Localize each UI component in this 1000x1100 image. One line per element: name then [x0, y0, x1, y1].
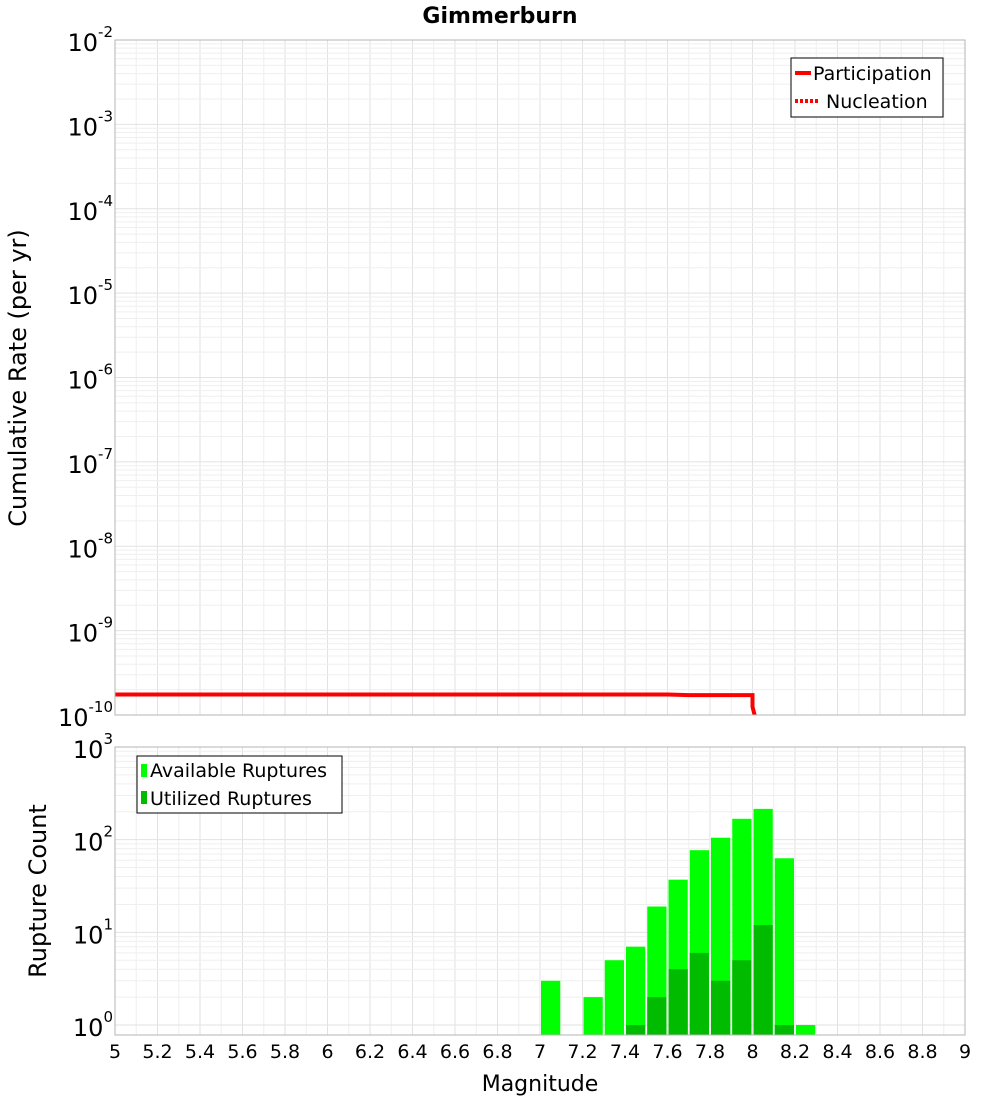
rate-y-tick-label: 10-7 [67, 445, 113, 479]
rate-y-tick-labels: 10-2 10-3 10-4 10-5 10-6 10-7 10-8 10-9 10-10 [58, 23, 113, 732]
rate-y-axis-label: Cumulative Rate (per yr) [4, 229, 32, 527]
legend-utilized-label: Utilized Ruptures [150, 788, 312, 810]
utilized-rupture-bar [732, 960, 752, 1035]
count-panel-grid [114, 747, 966, 1035]
x-tick-label: 7.4 [610, 1041, 640, 1063]
available-rupture-bar [626, 946, 646, 1035]
x-tick-label: 8 [746, 1041, 758, 1063]
utilized-rupture-bar [647, 997, 667, 1035]
available-rupture-bar [541, 980, 561, 1035]
x-tick-labels: 5 5.2 5.4 5.6 5.8 6 6.2 6.4 6.6 6.8 7 7.2 7.4 7.6 7.8 8… [109, 1041, 971, 1063]
x-tick-label: 5.2 [142, 1041, 172, 1063]
x-tick-label: 5.4 [185, 1041, 215, 1063]
rate-panel-grid [114, 40, 966, 716]
x-tick-label: 6.8 [482, 1041, 512, 1063]
count-y-tick-labels: 100 101 102 103 [73, 730, 113, 1042]
x-tick-label: 8.4 [822, 1041, 852, 1063]
legend-utilized-swatch [141, 791, 147, 804]
rate-y-tick-label: 10-9 [67, 614, 113, 648]
utilized-rupture-bar [668, 969, 688, 1035]
count-y-tick-label: 100 [73, 1008, 113, 1042]
legend-nucleation-label: Nucleation [826, 91, 928, 113]
utilized-rupture-bar [711, 980, 731, 1035]
rate-y-tick-label: 10-5 [67, 276, 113, 310]
available-rupture-bar [796, 1025, 816, 1035]
utilized-rupture-bar [774, 1025, 794, 1035]
x-axis-label: Magnitude [482, 1072, 599, 1097]
rate-y-tick-label: 10-6 [67, 361, 113, 395]
utilized-rupture-bar [689, 952, 709, 1035]
x-tick-label: 6.4 [397, 1041, 427, 1063]
x-tick-label: 5.6 [227, 1041, 257, 1063]
x-tick-label: 9 [959, 1041, 971, 1063]
rate-legend-box [790, 57, 944, 118]
count-y-axis-label: Rupture Count [24, 804, 52, 978]
utilized-rupture-bar [753, 924, 773, 1035]
rate-y-tick-label: 10-8 [67, 529, 113, 563]
available-rupture-bar [774, 858, 794, 1035]
x-tick-label: 7.6 [652, 1041, 682, 1063]
rate-y-tick-label: 10-4 [67, 192, 113, 226]
legend-available-swatch [141, 764, 147, 777]
utilized-rupture-bar [626, 1025, 646, 1035]
legend-available-label: Available Ruptures [150, 760, 327, 782]
x-tick-label: 8.8 [907, 1041, 937, 1063]
x-tick-label: 6 [321, 1041, 333, 1063]
count-legend-box [136, 755, 343, 814]
x-tick-label: 7.8 [695, 1041, 725, 1063]
available-rupture-bar [583, 997, 603, 1035]
x-tick-label: 8.2 [780, 1041, 810, 1063]
rate-y-tick-label: 10-2 [67, 23, 113, 57]
rate-y-tick-label: 10-3 [67, 107, 113, 141]
count-y-tick-label: 102 [73, 823, 113, 857]
available-rupture-bar [604, 960, 624, 1035]
x-tick-label: 6.2 [355, 1041, 385, 1063]
count-plot-frame [114, 746, 966, 1036]
count-y-tick-label: 101 [73, 915, 113, 949]
x-tick-label: 6.6 [440, 1041, 470, 1063]
rate-panel-series [115, 692, 757, 716]
rate-y-tick-label: 10-10 [58, 698, 113, 732]
series-line-participation [115, 692, 757, 716]
legend-participation-label: Participation [813, 63, 932, 85]
chart-title: Gimmerburn [422, 4, 577, 29]
x-tick-label: 7.2 [567, 1041, 597, 1063]
count-y-tick-label: 103 [73, 730, 113, 764]
x-tick-label: 5 [109, 1041, 121, 1063]
count-legend: Available Ruptures Utilized Ruptures [136, 755, 343, 814]
rate-plot-frame [114, 39, 966, 716]
x-tick-label: 5.8 [270, 1041, 300, 1063]
x-tick-label: 8.6 [865, 1041, 895, 1063]
x-tick-label: 7 [534, 1041, 546, 1063]
rate-legend: Participation Nucleation [790, 57, 944, 118]
count-panel-bars [541, 808, 816, 1035]
